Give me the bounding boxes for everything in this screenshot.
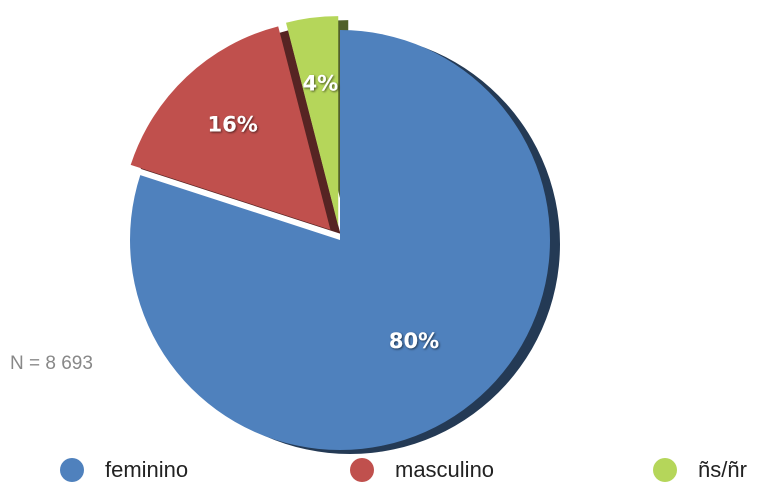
slice <box>130 26 331 230</box>
data-label: 4% <box>303 71 339 95</box>
legend-swatch <box>350 458 374 482</box>
legend-swatch <box>653 458 677 482</box>
legend-label: masculino <box>395 457 494 482</box>
slices <box>130 16 551 451</box>
data-label: 16% <box>208 113 258 137</box>
legend-label: feminino <box>105 457 188 482</box>
legend-swatch <box>60 458 84 482</box>
slice <box>286 16 339 227</box>
slice <box>130 30 551 451</box>
annotation: N = 8 693 <box>10 353 93 374</box>
legend-label: ñs/ñr <box>698 457 747 482</box>
data-label: 80% <box>389 329 439 353</box>
